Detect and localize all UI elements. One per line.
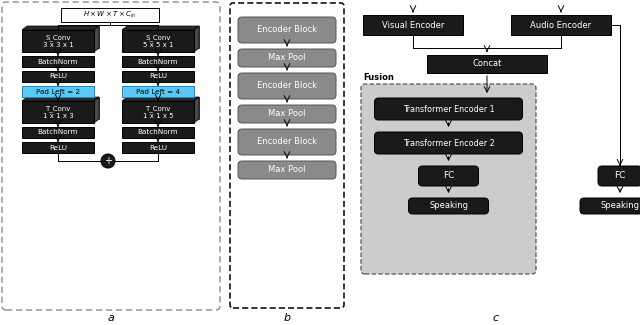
Bar — [22, 30, 94, 52]
Text: Encoder Block: Encoder Block — [257, 25, 317, 34]
Text: FC: FC — [614, 172, 626, 180]
Bar — [122, 127, 194, 138]
Text: Max Pool: Max Pool — [268, 165, 306, 175]
Text: +: + — [104, 156, 112, 166]
Text: Speaking: Speaking — [600, 202, 639, 211]
Text: BatchNorm: BatchNorm — [138, 129, 179, 136]
FancyBboxPatch shape — [419, 166, 479, 186]
Bar — [22, 127, 94, 138]
FancyBboxPatch shape — [238, 73, 336, 99]
Bar — [22, 56, 94, 67]
FancyBboxPatch shape — [374, 98, 522, 120]
Polygon shape — [122, 26, 199, 30]
Text: Pad Left = 2: Pad Left = 2 — [36, 88, 80, 95]
Text: Transformer Encoder 2: Transformer Encoder 2 — [403, 138, 494, 148]
Polygon shape — [94, 97, 99, 123]
Text: $x_v$: $x_v$ — [407, 0, 419, 3]
Text: $x_a$: $x_a$ — [555, 0, 567, 3]
Text: Audio Encoder: Audio Encoder — [531, 20, 591, 30]
Text: S_Conv
3 x 3 x 1: S_Conv 3 x 3 x 1 — [43, 34, 74, 48]
FancyBboxPatch shape — [238, 17, 336, 43]
Text: T_Conv
1 x 1 x 3: T_Conv 1 x 1 x 3 — [43, 105, 74, 119]
Text: T_Conv
1 x 1 x 5: T_Conv 1 x 1 x 5 — [143, 105, 173, 119]
FancyBboxPatch shape — [238, 161, 336, 179]
Polygon shape — [22, 26, 99, 30]
Text: FC: FC — [443, 172, 454, 180]
Bar — [127, 97, 199, 119]
Text: Pad Left = 4: Pad Left = 4 — [136, 88, 180, 95]
Text: Encoder Block: Encoder Block — [257, 137, 317, 147]
Text: $H\times W\times T\times C_{in}$: $H\times W\times T\times C_{in}$ — [83, 10, 136, 20]
Bar — [122, 142, 194, 153]
Text: Max Pool: Max Pool — [268, 110, 306, 119]
Bar — [122, 101, 194, 123]
Polygon shape — [194, 26, 199, 52]
Text: ReLU: ReLU — [49, 73, 67, 80]
FancyBboxPatch shape — [238, 49, 336, 67]
Text: BatchNorm: BatchNorm — [38, 129, 78, 136]
Bar — [122, 71, 194, 82]
Bar — [122, 56, 194, 67]
Text: c: c — [492, 313, 499, 323]
FancyBboxPatch shape — [408, 198, 488, 214]
Bar — [127, 26, 199, 48]
Bar — [27, 97, 99, 119]
Bar — [427, 55, 547, 73]
Text: S_Conv
5 x 5 x 1: S_Conv 5 x 5 x 1 — [143, 34, 173, 48]
FancyBboxPatch shape — [374, 132, 522, 154]
Bar — [22, 71, 94, 82]
Bar — [511, 15, 611, 35]
Bar — [122, 86, 194, 97]
FancyBboxPatch shape — [238, 105, 336, 123]
Text: ReLU: ReLU — [49, 145, 67, 150]
Text: Speaking: Speaking — [429, 202, 468, 211]
Bar — [22, 142, 94, 153]
FancyBboxPatch shape — [361, 84, 536, 274]
Text: Transformer Encoder 1: Transformer Encoder 1 — [403, 105, 494, 113]
Polygon shape — [194, 97, 199, 123]
Text: a: a — [108, 313, 115, 323]
FancyBboxPatch shape — [238, 129, 336, 155]
Text: Encoder Block: Encoder Block — [257, 82, 317, 90]
FancyBboxPatch shape — [580, 198, 640, 214]
Text: Visual Encoder: Visual Encoder — [382, 20, 444, 30]
Bar — [122, 30, 194, 52]
Bar — [61, 8, 159, 22]
Text: Max Pool: Max Pool — [268, 54, 306, 62]
Text: BatchNorm: BatchNorm — [138, 58, 179, 64]
Text: b: b — [284, 313, 291, 323]
Polygon shape — [94, 26, 99, 52]
Bar — [22, 101, 94, 123]
Text: ReLU: ReLU — [149, 73, 167, 80]
Bar — [22, 86, 94, 97]
Bar — [27, 26, 99, 48]
Text: BatchNorm: BatchNorm — [38, 58, 78, 64]
Polygon shape — [22, 97, 99, 101]
FancyBboxPatch shape — [598, 166, 640, 186]
Bar — [363, 15, 463, 35]
Circle shape — [101, 154, 115, 168]
Text: Fusion: Fusion — [363, 73, 394, 82]
Text: ReLU: ReLU — [149, 145, 167, 150]
Text: Concat: Concat — [472, 59, 502, 69]
Polygon shape — [122, 97, 199, 101]
